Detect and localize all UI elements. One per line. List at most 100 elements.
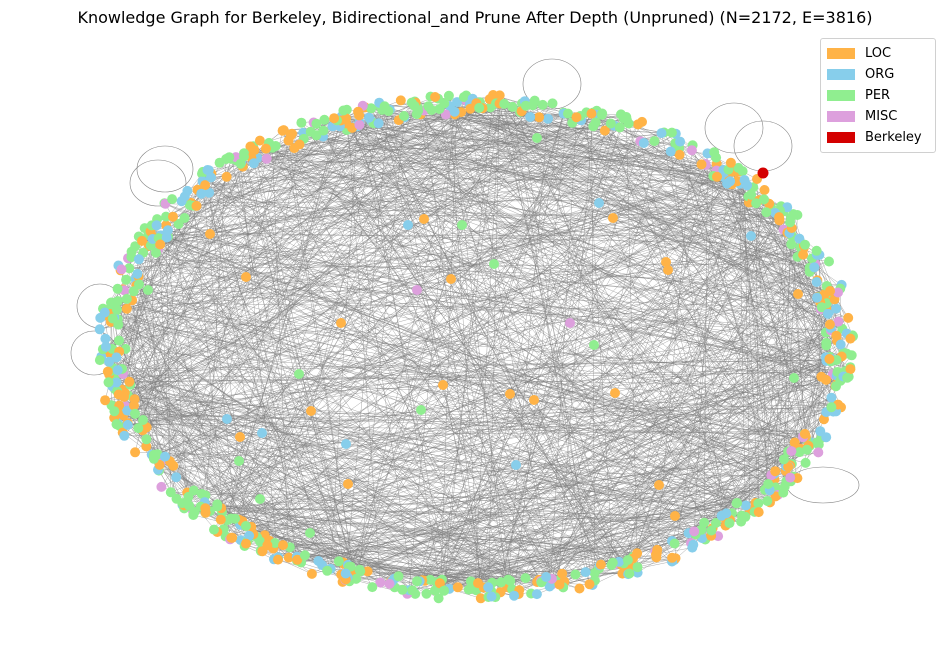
graph-node <box>594 198 604 208</box>
graph-node <box>623 118 634 129</box>
graph-node <box>759 185 770 195</box>
graph-node <box>666 127 677 138</box>
graph-node <box>329 113 340 124</box>
graph-node <box>821 337 832 348</box>
graph-node <box>608 213 618 223</box>
graph-node <box>261 153 272 164</box>
legend-item-per: PER <box>821 85 935 106</box>
graph-node <box>663 265 673 275</box>
graph-node <box>322 565 333 576</box>
graph-node <box>831 330 842 341</box>
graph-node <box>446 274 456 284</box>
graph-node <box>439 585 450 596</box>
graph-node <box>112 365 123 376</box>
graph-node <box>722 178 733 189</box>
graph-node <box>375 577 386 588</box>
graph-node <box>541 572 552 582</box>
legend-swatch-org <box>827 69 855 80</box>
graph-node <box>638 138 649 148</box>
self-loop-edge <box>136 145 194 193</box>
graph-node <box>130 408 140 419</box>
graph-node <box>785 217 796 228</box>
graph-node <box>156 481 167 492</box>
graph-node <box>712 171 722 182</box>
legend-swatch-berkeley <box>827 132 855 143</box>
graph-node <box>283 552 294 563</box>
graph-node <box>554 579 565 590</box>
graph-node <box>340 568 351 579</box>
graph-node <box>571 112 582 123</box>
legend-label-loc: LOC <box>865 46 892 61</box>
graph-node <box>224 152 235 163</box>
graph-node <box>239 151 249 162</box>
graph-node <box>785 472 796 483</box>
graph-node <box>798 249 809 260</box>
graph-node <box>395 95 406 106</box>
graph-node <box>731 498 742 509</box>
graph-node <box>134 279 144 290</box>
graph-node <box>249 145 260 156</box>
graph-node <box>438 380 448 390</box>
graph-node <box>226 532 237 543</box>
graph-node <box>457 220 467 230</box>
graph-node <box>563 108 573 119</box>
graph-node <box>168 211 178 222</box>
graph-node <box>842 372 853 383</box>
graph-node <box>124 376 135 387</box>
legend-swatch-misc <box>827 111 855 122</box>
graph-node <box>786 239 797 250</box>
graph-node <box>425 574 436 585</box>
graph-node <box>739 175 750 185</box>
graph-node <box>809 262 820 273</box>
graph-node <box>234 456 244 466</box>
graph-node <box>494 90 505 101</box>
graph-node <box>812 292 823 303</box>
graph-node <box>221 171 232 182</box>
graph-node <box>483 582 494 593</box>
graph-node <box>121 274 132 285</box>
graph-node <box>419 214 429 224</box>
graph-node <box>792 473 803 484</box>
graph-node <box>338 105 349 116</box>
graph-node <box>104 356 115 367</box>
graph-node <box>430 585 440 596</box>
graph-node <box>452 97 462 108</box>
graph-node <box>706 525 717 536</box>
graph-node <box>191 200 202 211</box>
graph-title: Knowledge Graph for Berkeley, Bidirectio… <box>77 8 873 27</box>
graph-node <box>452 582 463 593</box>
graph-node <box>412 576 422 587</box>
graph-node <box>778 454 789 465</box>
graph-node <box>200 507 211 518</box>
graph-node <box>141 441 152 452</box>
graph-node <box>845 364 856 375</box>
graph-node <box>100 341 111 352</box>
graph-node <box>364 112 374 123</box>
graph-node <box>665 146 676 157</box>
legend: LOC ORG PER MISC Berkeley <box>820 38 936 153</box>
graph-node <box>811 437 822 448</box>
graph-node <box>260 143 271 154</box>
graph-node <box>813 447 824 458</box>
graph-node <box>825 286 835 296</box>
graph-node <box>783 461 794 472</box>
graph-node <box>763 479 774 489</box>
legend-label-per: PER <box>865 88 891 103</box>
graph-node <box>294 139 305 150</box>
graph-node <box>111 419 122 430</box>
graph-node <box>345 561 356 572</box>
graph-node <box>94 324 105 335</box>
graph-node <box>235 432 245 442</box>
graph-node <box>607 557 618 568</box>
graph-node <box>311 118 322 129</box>
graph-node <box>590 117 601 128</box>
legend-swatch-per <box>827 90 855 101</box>
graph-node <box>826 392 837 403</box>
graph-node <box>285 130 296 141</box>
self-loop-edge <box>129 159 187 207</box>
graph-node <box>586 108 597 119</box>
graph-node <box>511 460 521 470</box>
graph-node <box>670 511 680 521</box>
graph-node <box>113 389 124 400</box>
graph-node <box>100 333 111 344</box>
